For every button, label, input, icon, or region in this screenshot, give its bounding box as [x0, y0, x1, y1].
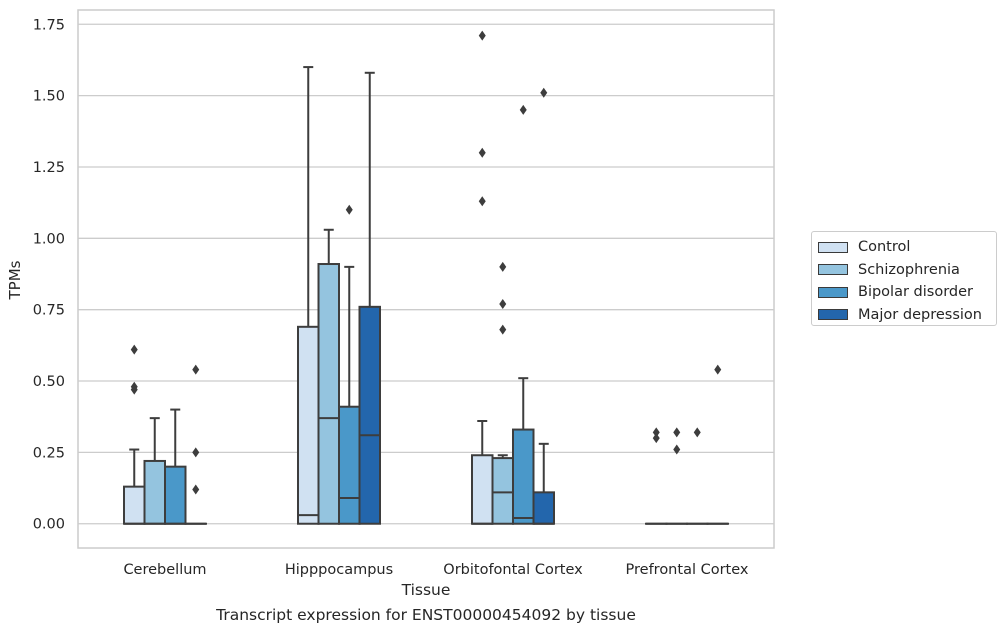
boxes [123, 30, 729, 525]
legend: Control Schizophrenia Bipolar disorder Majo… [811, 231, 997, 326]
box-group [123, 344, 146, 525]
box [297, 325, 320, 525]
outlier-point [652, 427, 660, 438]
gridlines [78, 23, 774, 525]
outlier-point [345, 204, 353, 215]
box [358, 305, 381, 525]
y-tick-label: 0.25 [33, 445, 65, 461]
box [491, 457, 514, 525]
legend-label: Major depression [858, 306, 982, 323]
y-tick-label: 0.50 [33, 374, 65, 390]
box [164, 465, 187, 525]
box-group [164, 408, 187, 525]
y-tick-label: 1.25 [33, 160, 65, 176]
outlier-point [673, 444, 681, 455]
y-axis-label: TPMs [6, 260, 24, 300]
box-group [665, 427, 688, 525]
box-group [143, 417, 166, 525]
box-group [471, 30, 494, 525]
x-tick-label: Cerebellum [123, 562, 206, 578]
legend-item: Schizophrenia [818, 259, 990, 282]
outlier-point [478, 30, 486, 41]
y-tick-label: 1.75 [33, 17, 65, 33]
x-axis-label: Tissue [401, 581, 451, 599]
box [512, 428, 535, 525]
outlier-point [499, 324, 507, 335]
box-group [532, 87, 555, 525]
outlier-point [478, 196, 486, 207]
outlier-point [673, 427, 681, 438]
box-group [645, 427, 668, 525]
outlier-point [499, 261, 507, 272]
y-tick-label: 1.50 [33, 89, 65, 105]
x-tick-label: Prefrontal Cortex [626, 562, 749, 578]
outlier-point [192, 484, 200, 495]
legend-label: Control [858, 239, 911, 256]
box-group [184, 364, 207, 525]
box-group [338, 204, 361, 525]
outlier-point [130, 384, 138, 395]
box-group [706, 364, 729, 525]
outlier-point [192, 364, 200, 375]
x-tick-labels: Cerebellum Hipppocampus Orbitofontal Corte… [123, 562, 748, 578]
box [471, 454, 494, 525]
box-group [686, 427, 709, 525]
legend-label: Schizophrenia [858, 261, 960, 278]
box [532, 491, 555, 525]
box-group [297, 66, 320, 525]
box-group [317, 228, 340, 525]
outlier-point [478, 147, 486, 158]
outlier-point [693, 427, 701, 438]
box-group [512, 104, 535, 525]
x-tick-label: Hipppocampus [285, 562, 393, 578]
box [143, 459, 166, 525]
box-group [358, 71, 381, 525]
y-tick-label: 0.75 [33, 303, 65, 319]
box [123, 485, 146, 525]
outlier-point [499, 298, 507, 309]
legend-item: Control [818, 236, 990, 259]
legend-item: Major depression [818, 304, 990, 327]
x-tick-label: Orbitofontal Cortex [443, 562, 583, 578]
y-tick-labels: 0.00 0.25 0.50 0.75 1.00 1.25 1.50 1.75 [33, 17, 65, 532]
box-group [491, 261, 514, 525]
legend-swatch [818, 264, 848, 276]
outlier-point [519, 104, 527, 115]
legend-swatch [818, 286, 848, 298]
outlier-point [130, 344, 138, 355]
outlier-point [192, 447, 200, 458]
outlier-point [652, 433, 660, 444]
y-tick-label: 1.00 [33, 231, 65, 247]
outlier-point [540, 87, 548, 98]
legend-swatch [818, 241, 848, 253]
outlier-point [714, 364, 722, 375]
legend-swatch [818, 309, 848, 321]
legend-item: Bipolar disorder [818, 281, 990, 304]
plot-frame [77, 9, 775, 549]
legend-label: Bipolar disorder [858, 284, 973, 301]
y-tick-label: 0.00 [33, 517, 65, 533]
chart-caption: Transcript expression for ENST0000045409… [216, 606, 636, 624]
box [338, 405, 361, 525]
box [317, 263, 340, 525]
